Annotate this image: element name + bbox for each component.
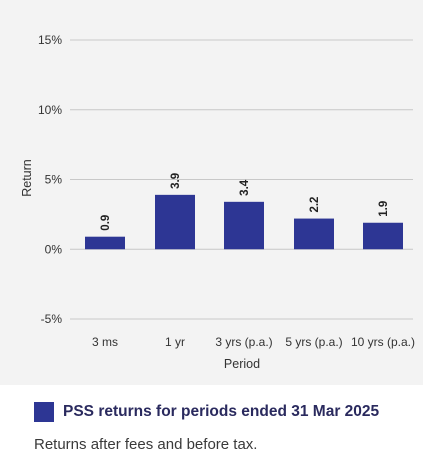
bar-chart: 15%10%5%0%-5% 0.93.9 3.42.2 1.9 3 ms 1 yr 3 … — [20, 33, 415, 371]
data-label: 1.9 — [378, 201, 390, 217]
x-tick-label: 3 yrs (p.a.) — [215, 335, 272, 349]
y-tick-label: -5% — [41, 312, 63, 326]
x-axis-ticks: 3 ms 1 yr 3 yrs (p.a.) 5 yrs (p.a.) 10 yrs (… — [92, 335, 415, 349]
y-tick-label: 5% — [45, 173, 63, 187]
data-label: 3.9 — [170, 173, 182, 189]
y-tick-label: 0% — [45, 242, 63, 256]
legend: PSS returns for periods ended 31 Mar 202… — [34, 402, 379, 422]
y-axis-ticks: 15% 10% 5% 0% -5% — [38, 33, 62, 326]
bar — [363, 222, 403, 250]
legend-swatch — [34, 402, 54, 422]
x-tick-label: 5 yrs (p.a.) — [285, 335, 342, 349]
bar — [85, 236, 125, 250]
data-label: 3.4 — [239, 179, 251, 196]
x-axis-title: Period — [224, 357, 260, 371]
y-axis-title: Return — [20, 159, 34, 197]
data-label: 2.2 — [309, 197, 321, 213]
x-tick-label: 10 yrs (p.a.) — [351, 335, 415, 349]
y-tick-label: 10% — [38, 103, 62, 117]
bar — [294, 218, 334, 250]
y-tick-label: 15% — [38, 33, 62, 47]
bar — [224, 201, 264, 250]
chart-panel — [0, 0, 423, 385]
footnote: Returns after fees and before tax. — [34, 436, 258, 453]
gridlines — [70, 39, 413, 320]
bars — [85, 194, 403, 250]
x-tick-label: 3 ms — [92, 335, 118, 349]
x-tick-label: 1 yr — [165, 335, 185, 349]
bar — [155, 194, 195, 250]
data-labels: 0.9 3.9 3.4 2.2 1.9 — [100, 173, 390, 231]
legend-label: PSS returns for periods ended 31 Mar 202… — [63, 403, 380, 420]
data-label: 0.9 — [100, 215, 112, 231]
